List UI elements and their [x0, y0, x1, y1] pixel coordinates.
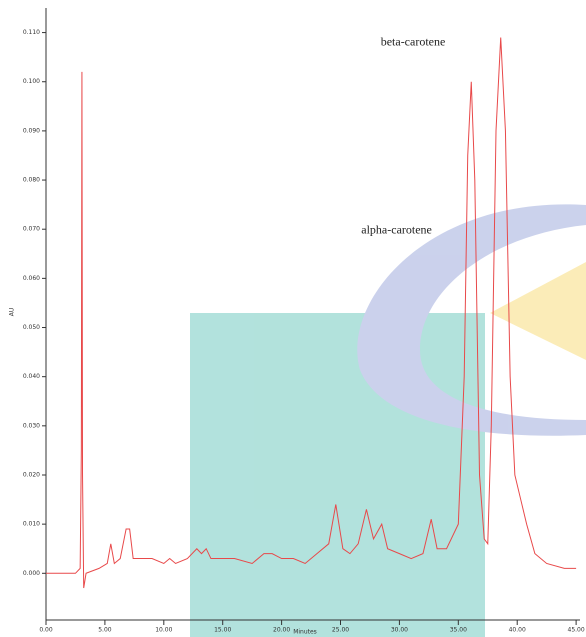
x-tick-label: 25.00 — [332, 627, 349, 634]
x-tick-label: 35.00 — [450, 627, 467, 634]
watermark — [190, 204, 586, 637]
y-tick-label: 0.090 — [23, 127, 40, 134]
watermark-rect — [190, 313, 485, 637]
y-tick-label: 0.030 — [23, 422, 40, 429]
x-tick-label: 10.00 — [155, 627, 172, 634]
annotation: alpha-carotene — [361, 223, 432, 237]
y-axis-label: AU — [9, 308, 16, 317]
annotation: beta-carotene — [381, 34, 446, 48]
x-tick-label: 20.00 — [273, 627, 290, 634]
x-tick-label: 40.00 — [509, 627, 526, 634]
y-tick-label: 0.010 — [23, 521, 40, 528]
x-tick-label: 15.00 — [214, 627, 231, 634]
chromatogram-line — [46, 37, 577, 589]
watermark-arc — [357, 204, 586, 436]
watermark-triangle — [490, 262, 586, 360]
x-tick-label: 0.00 — [39, 627, 53, 634]
x-tick-label: 5.00 — [98, 627, 112, 634]
y-tick-label: 0.080 — [23, 177, 40, 184]
y-tick-label: 0.110 — [23, 29, 40, 36]
x-axis-label: Minutes — [293, 629, 317, 636]
y-tick-label: 0.100 — [23, 78, 40, 85]
y-tick-label: 0.000 — [23, 570, 40, 577]
y-tick-label: 0.020 — [23, 471, 40, 478]
y-tick-label: 0.040 — [23, 373, 40, 380]
y-tick-label: 0.060 — [23, 275, 40, 282]
y-tick-label: 0.050 — [23, 324, 40, 331]
x-tick-label: 30.00 — [391, 627, 408, 634]
y-tick-label: 0.070 — [23, 226, 40, 233]
x-tick-label: 45.00 — [568, 627, 585, 634]
